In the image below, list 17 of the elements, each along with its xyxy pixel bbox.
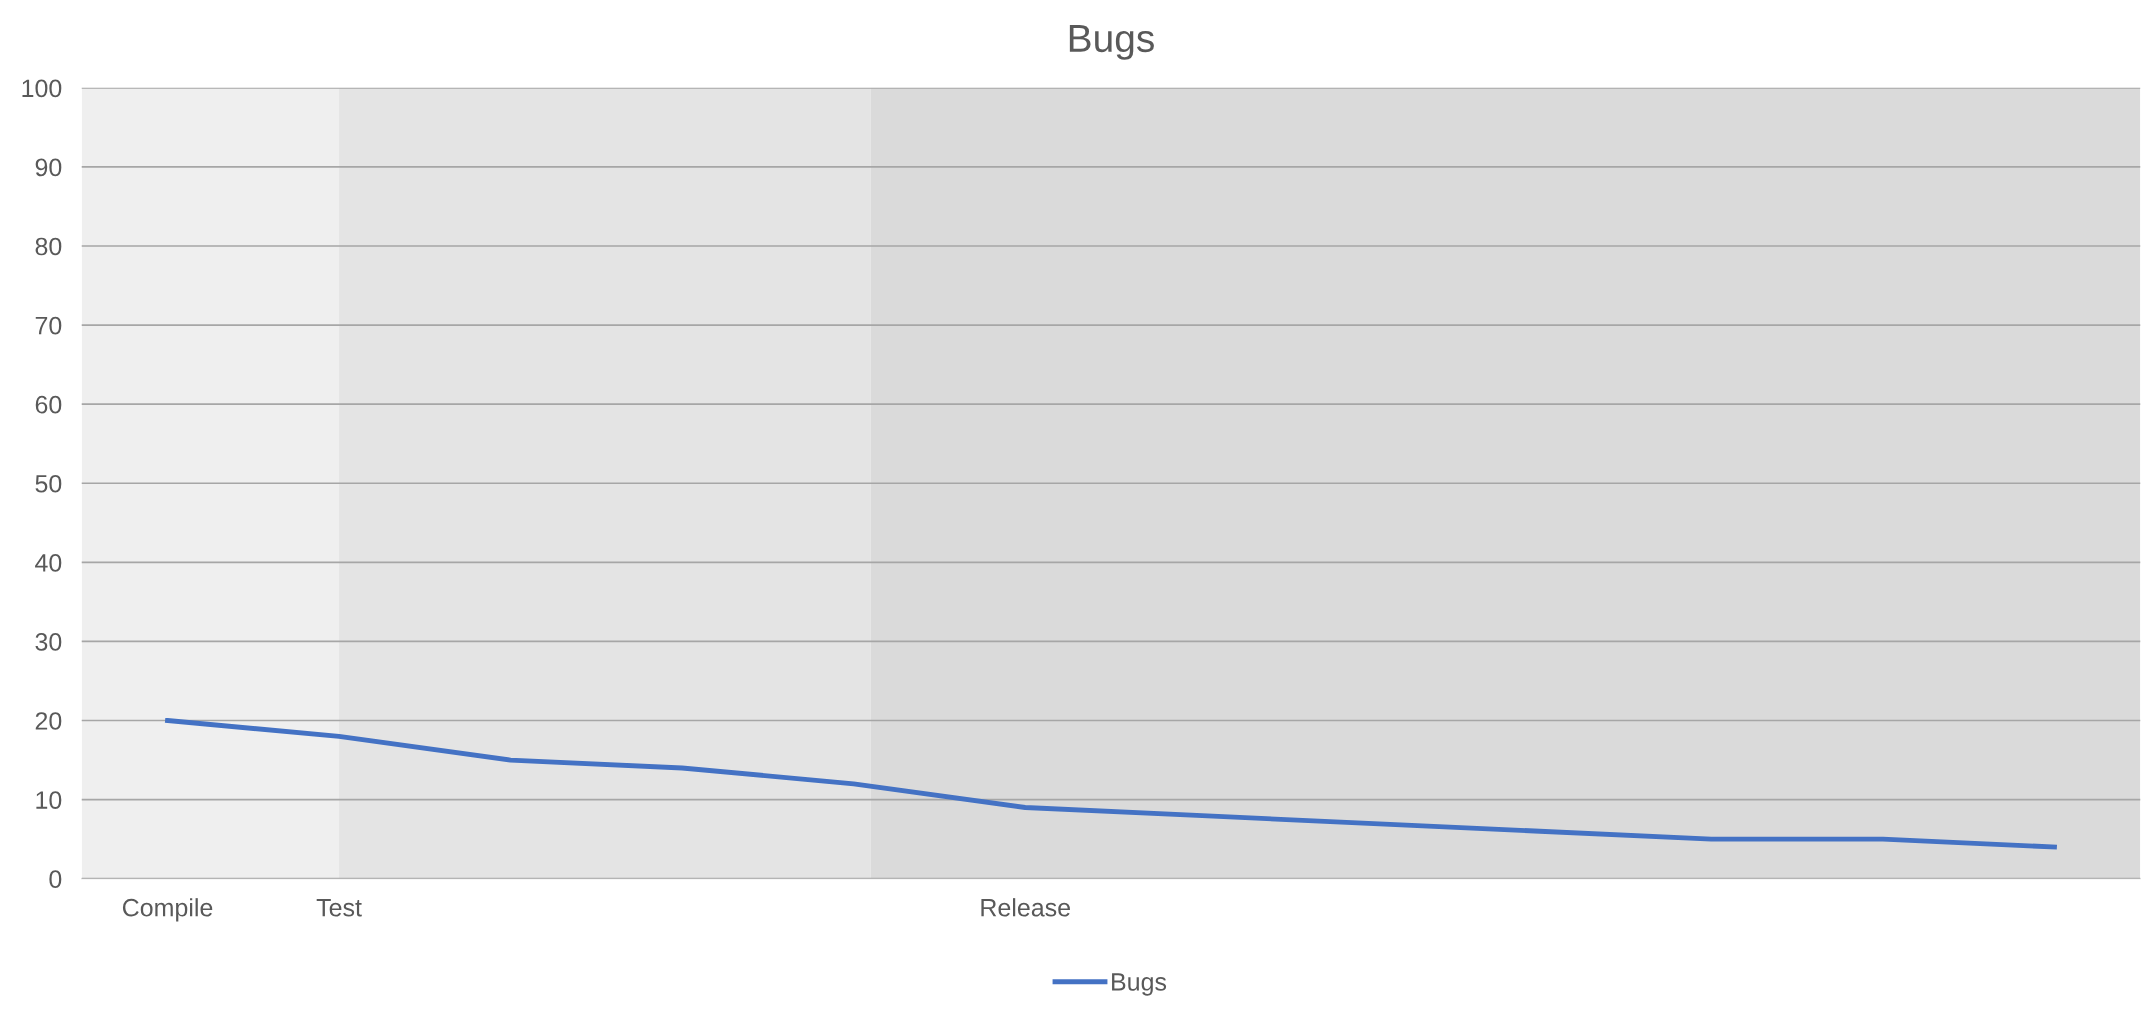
y-tick-label: 50	[35, 474, 62, 493]
y-tick-label: 70	[35, 316, 62, 335]
y-tick-label: 10	[36, 791, 62, 809]
y-tick-label: 0	[49, 870, 62, 888]
x-tick-label: Test	[316, 899, 362, 917]
y-tick-label: 100	[22, 79, 62, 98]
line-series	[165, 718, 2057, 850]
y-tick-label: 90	[35, 158, 62, 177]
x-tick-label: Release	[981, 898, 1070, 917]
y-tick-label: 40	[35, 553, 62, 572]
y-tick-label: 20	[35, 712, 62, 730]
legend-label: Bugs	[1112, 973, 1167, 996]
x-tick-label: Compile	[122, 898, 213, 922]
y-tick-label: 80	[35, 237, 62, 256]
y-tick-label: 60	[35, 395, 62, 414]
y-tick-label: 30	[35, 633, 62, 651]
chart-title: Bugs	[1069, 25, 1154, 60]
